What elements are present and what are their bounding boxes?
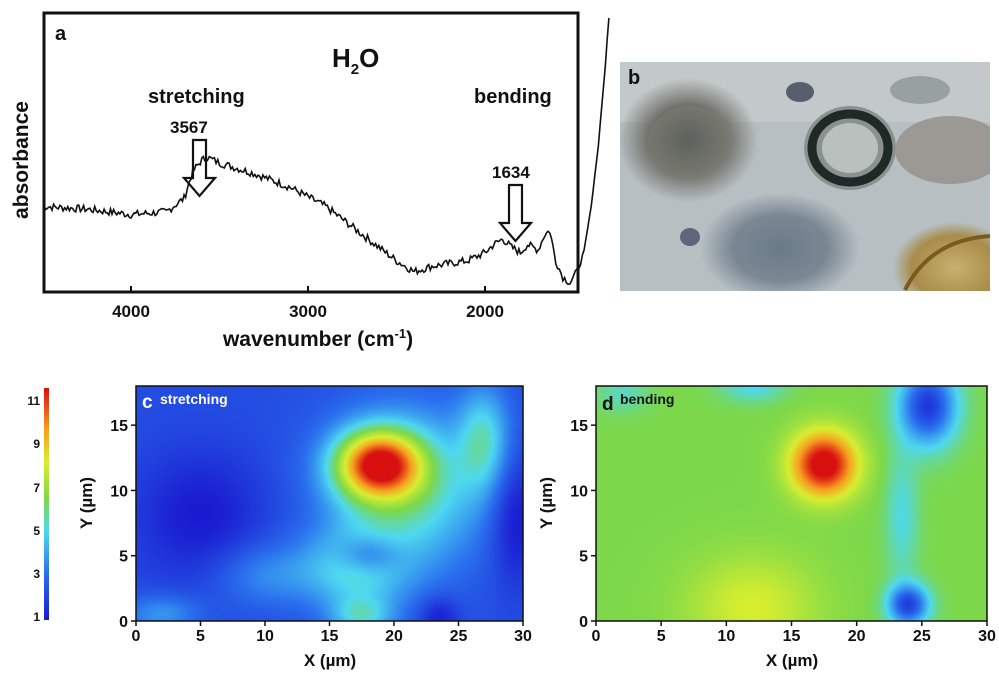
map-c-x-tick-label-5: 5 bbox=[196, 628, 205, 645]
panel-a-spectrum: a H2O stretching bending 3567 1634 4000 … bbox=[10, 11, 610, 351]
map-c-y-tick-label-10: 10 bbox=[110, 483, 128, 500]
map-d-x-tick-label-0: 0 bbox=[592, 628, 601, 645]
panel-c-stretching-map: c stretching 0 5 10 15 20 25 30 15 10 5 0 X (µm) Y… bbox=[77, 385, 532, 670]
map-d-x-axis-title: X (µm) bbox=[766, 651, 818, 670]
map-c-x-tick-label-0: 0 bbox=[132, 628, 141, 645]
panel-a-letter: a bbox=[55, 23, 67, 45]
stretching-label: stretching bbox=[148, 86, 245, 108]
map-c-x-tick-label-10: 10 bbox=[256, 628, 274, 645]
bending-label: bending bbox=[474, 86, 552, 108]
particle-right bbox=[895, 116, 990, 184]
map-c-y-axis-title: Y (µm) bbox=[77, 477, 96, 529]
map-d-heatmap bbox=[596, 386, 987, 621]
map-c-x-tick-label-15: 15 bbox=[321, 628, 339, 645]
peak-1634-arrow bbox=[497, 183, 534, 243]
map-c-ticks: 0 5 10 15 20 25 30 15 10 5 0 bbox=[110, 418, 532, 645]
map-d-y-tick-label-5: 5 bbox=[579, 549, 588, 566]
panel-c-label: stretching bbox=[160, 391, 228, 407]
map-d-x-tick-label-10: 10 bbox=[717, 628, 735, 645]
panel-d-label: bending bbox=[620, 391, 674, 407]
map-d-x-tick-label-30: 30 bbox=[978, 628, 996, 645]
spectrum-frame bbox=[42, 11, 580, 294]
colorbar-tick-5: 5 bbox=[33, 524, 40, 538]
map-c-heatmap bbox=[136, 386, 523, 621]
map-d-x-tick-label-25: 25 bbox=[913, 628, 931, 645]
spectrum-line bbox=[42, 17, 610, 286]
map-c-y-tick-label-5: 5 bbox=[119, 549, 128, 566]
panel-b-micrograph: b bbox=[620, 62, 990, 291]
map-c-y-tick-label-15: 15 bbox=[110, 418, 128, 435]
panel-d-bending-map: d bending 0 5 10 15 20 25 30 15 10 5 0 X (µm) Y (µ… bbox=[537, 385, 996, 670]
spectrum-x-ticks bbox=[130, 286, 486, 292]
map-d-ticks: 0 5 10 15 20 25 30 15 10 5 0 bbox=[570, 418, 996, 645]
colorbar-tick-11: 11 bbox=[27, 394, 40, 408]
colorbar: 11 9 7 5 3 1 bbox=[27, 388, 49, 624]
map-d-x-tick-label-15: 15 bbox=[783, 628, 801, 645]
map-d-y-tick-label-10: 10 bbox=[570, 483, 588, 500]
map-c-y-tick-label-0: 0 bbox=[119, 614, 128, 631]
colorbar-tick-7: 7 bbox=[33, 481, 40, 495]
map-c-x-tick-label-25: 25 bbox=[450, 628, 468, 645]
colorbar-gradient bbox=[44, 388, 49, 620]
colorbar-tick-3: 3 bbox=[33, 567, 40, 581]
spectrum-x-axis-title: wavenumber (cm-1) bbox=[222, 326, 413, 351]
panel-b-letter: b bbox=[628, 67, 640, 89]
colorbar-tick-9: 9 bbox=[33, 437, 40, 451]
peak-1634-label: 1634 bbox=[492, 163, 530, 182]
particle-gray-center bbox=[700, 193, 860, 291]
panel-d-letter: d bbox=[602, 394, 614, 415]
map-c-x-tick-label-30: 30 bbox=[514, 628, 532, 645]
x-tick-label-2000: 2000 bbox=[466, 302, 504, 321]
spectrum-y-axis-title: absorbance bbox=[10, 101, 33, 219]
map-d-y-tick-label-15: 15 bbox=[570, 418, 588, 435]
map-d-x-tick-label-5: 5 bbox=[657, 628, 666, 645]
peak-3567-label: 3567 bbox=[170, 118, 208, 137]
map-d-y-axis-title: Y (µm) bbox=[537, 477, 556, 529]
map-c-x-axis-title: X (µm) bbox=[304, 651, 356, 670]
x-tick-label-4000: 4000 bbox=[112, 302, 150, 321]
panel-c-letter: c bbox=[142, 392, 153, 413]
map-d-x-tick-label-20: 20 bbox=[848, 628, 866, 645]
x-tick-label-3000: 3000 bbox=[289, 302, 327, 321]
map-c-x-tick-label-20: 20 bbox=[385, 628, 403, 645]
map-d-y-tick-label-0: 0 bbox=[579, 614, 588, 631]
panel-a-title: H2O bbox=[332, 43, 379, 78]
colorbar-tick-1: 1 bbox=[33, 610, 40, 624]
